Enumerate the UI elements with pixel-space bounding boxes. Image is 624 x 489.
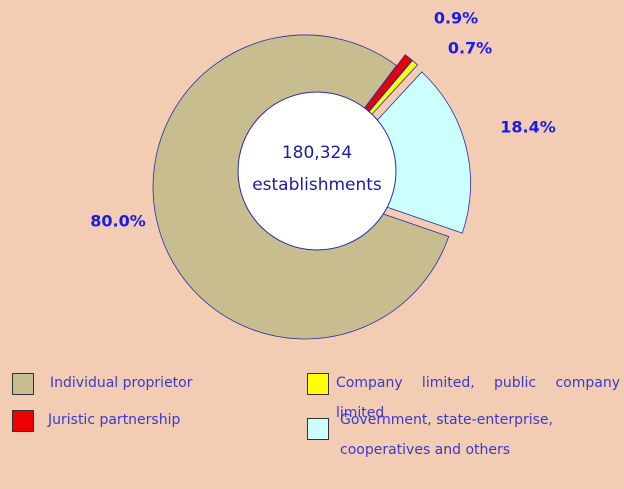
data-label: 0.9% xyxy=(434,9,478,28)
legend-swatch xyxy=(307,373,329,395)
chart: 80.0% 0.9% 0.7% 18.4% 180,324 establishments xyxy=(90,9,556,340)
legend-swatch xyxy=(12,410,34,432)
center-text: establishments xyxy=(252,175,382,195)
center-hole xyxy=(237,91,397,251)
legend-label: Juristic partnership xyxy=(48,412,181,428)
legend-swatch xyxy=(12,373,34,395)
legend-label: Individual proprietor xyxy=(50,375,193,391)
legend-swatch xyxy=(307,418,329,440)
legend-label: Government, state-enterprise, cooperativ… xyxy=(340,412,553,458)
center-text: 180,324 xyxy=(282,143,352,163)
data-label: 18.4% xyxy=(500,118,556,137)
data-label: 80.0% xyxy=(90,212,146,231)
data-label: 0.7% xyxy=(448,39,492,58)
legend-label: Company limited, public company limited xyxy=(336,375,620,421)
